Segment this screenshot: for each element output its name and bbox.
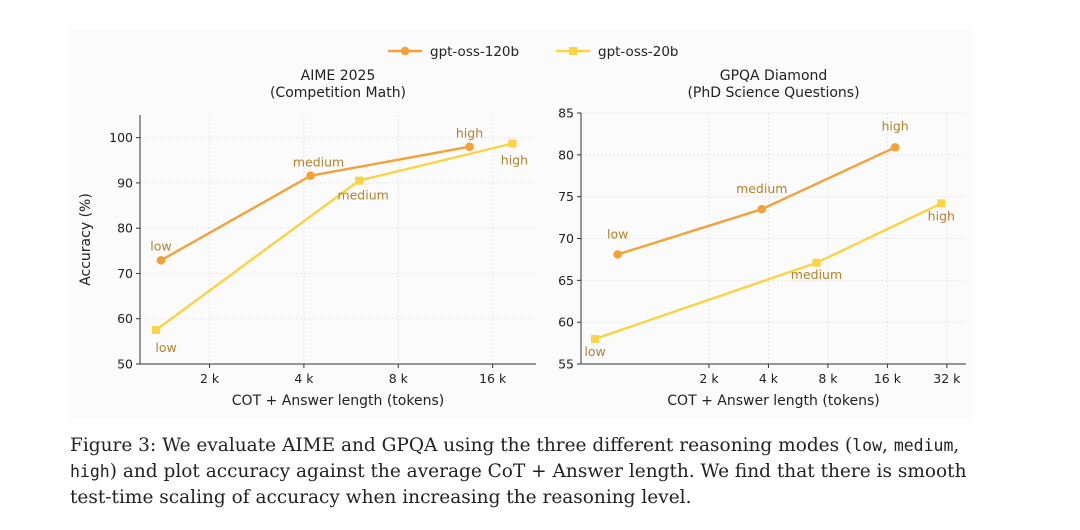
gpqa-point-20b-low	[591, 334, 600, 343]
aime-label-120b-high: high	[456, 126, 483, 141]
gpqa-title: GPQA Diamond	[720, 68, 828, 84]
gpqa-point-120b-medium	[757, 204, 767, 214]
gpqa-label-120b-low: low	[607, 226, 628, 241]
gpqa-ytick-label-4: 75	[558, 189, 574, 204]
gpqa-label-20b-high: high	[928, 208, 955, 223]
legend-marker-20b	[569, 47, 577, 55]
gpqa-ytick-label-2: 65	[558, 273, 574, 288]
gpqa-point-120b-high	[890, 143, 900, 152]
gpqa-point-20b-high	[937, 199, 946, 208]
caption-text-2: ) and plot accuracy against the average …	[70, 461, 967, 508]
gpqa-ytick-label-1: 60	[558, 315, 574, 330]
aime-label-20b-medium: medium	[337, 188, 388, 203]
gpqa-xtick-label-3: 16 k	[874, 371, 902, 386]
aime-xtick-label-0: 2 k	[200, 371, 220, 386]
aime-label-120b-medium: medium	[293, 155, 344, 170]
gpqa-ytick-label-3: 70	[558, 231, 574, 246]
caption-sep-1: ,	[882, 435, 894, 456]
aime-xtick-label-3: 16 k	[479, 371, 507, 386]
aime-point-20b-medium	[355, 176, 364, 185]
gpqa-xtick-label-1: 4 k	[759, 371, 779, 386]
aime-ytick-label-3: 80	[117, 221, 133, 236]
aime-title: AIME 2025	[301, 68, 376, 84]
aime-ytick-label-2: 70	[117, 266, 133, 281]
aime-point-20b-low	[152, 326, 161, 335]
aime-subtitle: (Competition Math)	[270, 85, 406, 101]
legend-marker-120b	[400, 46, 410, 56]
gpqa-label-20b-medium: medium	[791, 267, 842, 282]
aime-point-120b-medium	[306, 171, 315, 180]
aime-label-20b-low: low	[155, 340, 176, 355]
aime-ytick-label-1: 60	[117, 311, 133, 326]
legend-label-120b: gpt-oss-120b	[430, 44, 519, 60]
aime-ytick-label-0: 50	[117, 357, 133, 372]
gpqa-xtick-label-2: 8 k	[818, 371, 838, 386]
gpqa-ytick-label-6: 85	[558, 106, 574, 121]
gpqa-ytick-label-5: 80	[558, 147, 574, 162]
figure-panel: gpt-oss-120b gpt-oss-20b AIME 2025 (Competi…	[68, 30, 973, 418]
aime-point-20b-high	[508, 139, 517, 148]
caption-sep-2: ,	[953, 435, 960, 456]
aime-ytick-label-4: 90	[117, 175, 133, 190]
aime-label-20b-high: high	[501, 153, 528, 168]
aime-ytick-label-5: 100	[109, 130, 133, 145]
caption-mode-medium: medium	[893, 436, 954, 455]
aime-point-120b-high	[465, 142, 474, 151]
gpqa-label-120b-medium: medium	[736, 181, 787, 196]
caption-mode-high: high	[70, 462, 110, 481]
gpqa-subtitle: (PhD Science Questions)	[687, 85, 859, 101]
figure-chart: gpt-oss-120b gpt-oss-20b AIME 2025(Competi…	[78, 44, 966, 409]
gpqa-ytick-label-0: 55	[558, 357, 574, 372]
aime-x-label: COT + Answer length (tokens)	[232, 393, 444, 409]
caption-mode-low: low	[852, 436, 883, 455]
aime-xtick-label-2: 8 k	[389, 371, 409, 386]
gpqa-xtick-label-4: 32 k	[933, 371, 961, 386]
legend-label-20b: gpt-oss-20b	[598, 44, 679, 60]
gpqa-point-20b-medium	[812, 258, 821, 267]
aime-y-label: Accuracy (%)	[78, 193, 94, 286]
gpqa-label-20b-low: low	[584, 344, 605, 359]
aime-label-120b-low: low	[150, 238, 171, 253]
caption-text-1: Figure 3: We evaluate AIME and GPQA usin…	[70, 435, 853, 456]
figure-caption: Figure 3: We evaluate AIME and GPQA usin…	[70, 433, 980, 511]
aime-point-120b-low	[156, 256, 166, 265]
aime-xtick-label-1: 4 k	[294, 371, 314, 386]
gpqa-xtick-label-0: 2 k	[699, 371, 719, 386]
gpqa-label-120b-high: high	[881, 118, 908, 133]
gpqa-x-label: COT + Answer length (tokens)	[667, 393, 879, 409]
gpqa-point-120b-low	[613, 250, 622, 259]
